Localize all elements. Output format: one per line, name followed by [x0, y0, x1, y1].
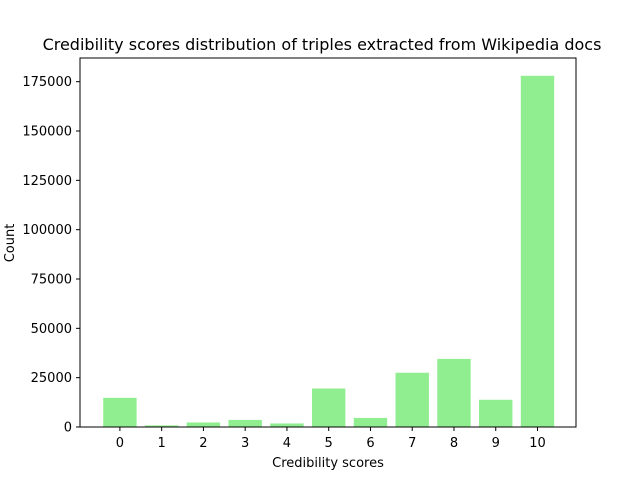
- chart-title: Credibility scores distribution of tripl…: [43, 35, 602, 54]
- bar-9: [479, 399, 513, 427]
- x-tick-label-6: 6: [366, 436, 374, 451]
- y-tick-label-75000: 75000: [31, 273, 72, 288]
- y-tick-label-100000: 100000: [22, 223, 72, 238]
- x-tick-label-4: 4: [283, 436, 291, 451]
- x-axis-title: Credibility scores: [272, 456, 384, 471]
- bar-3: [228, 419, 262, 427]
- y-tick-label-50000: 50000: [31, 322, 72, 337]
- y-tick-label-0: 0: [64, 421, 72, 436]
- y-tick-label-125000: 125000: [22, 174, 72, 189]
- x-tick-label-7: 7: [408, 436, 416, 451]
- x-tick-label-8: 8: [450, 436, 458, 451]
- x-tick-label-5: 5: [325, 436, 333, 451]
- bar-0: [103, 397, 137, 427]
- y-tick-label-175000: 175000: [22, 75, 72, 90]
- bar-6: [353, 417, 388, 427]
- y-axis-ticks: 0 25000 50000 75000 100000 125000 150000 175000: [22, 75, 80, 436]
- x-tick-label-2: 2: [199, 436, 207, 451]
- bar-10: [520, 75, 555, 427]
- x-tick-label-9: 9: [492, 436, 500, 451]
- y-tick-label-25000: 25000: [31, 371, 72, 386]
- x-tick-label-0: 0: [116, 436, 124, 451]
- x-tick-label-10: 10: [529, 436, 546, 451]
- x-tick-label-3: 3: [241, 436, 249, 451]
- x-tick-label-1: 1: [158, 436, 166, 451]
- plot-frame: [79, 57, 577, 428]
- y-tick-label-150000: 150000: [22, 125, 72, 140]
- bar-4: [270, 423, 304, 427]
- bar-1: [144, 425, 179, 427]
- bar-2: [186, 422, 221, 427]
- y-axis-title: Count: [3, 224, 18, 263]
- bar-7: [395, 372, 429, 427]
- bar-5: [312, 388, 346, 427]
- bar-8: [437, 358, 471, 427]
- bars-group: [103, 75, 555, 427]
- x-axis-ticks: 0 1 2 3 4 5 6 7 8 9 10: [116, 427, 546, 451]
